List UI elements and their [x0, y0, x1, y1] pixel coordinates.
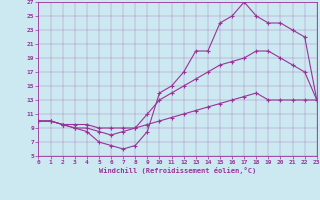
- X-axis label: Windchill (Refroidissement éolien,°C): Windchill (Refroidissement éolien,°C): [99, 167, 256, 174]
